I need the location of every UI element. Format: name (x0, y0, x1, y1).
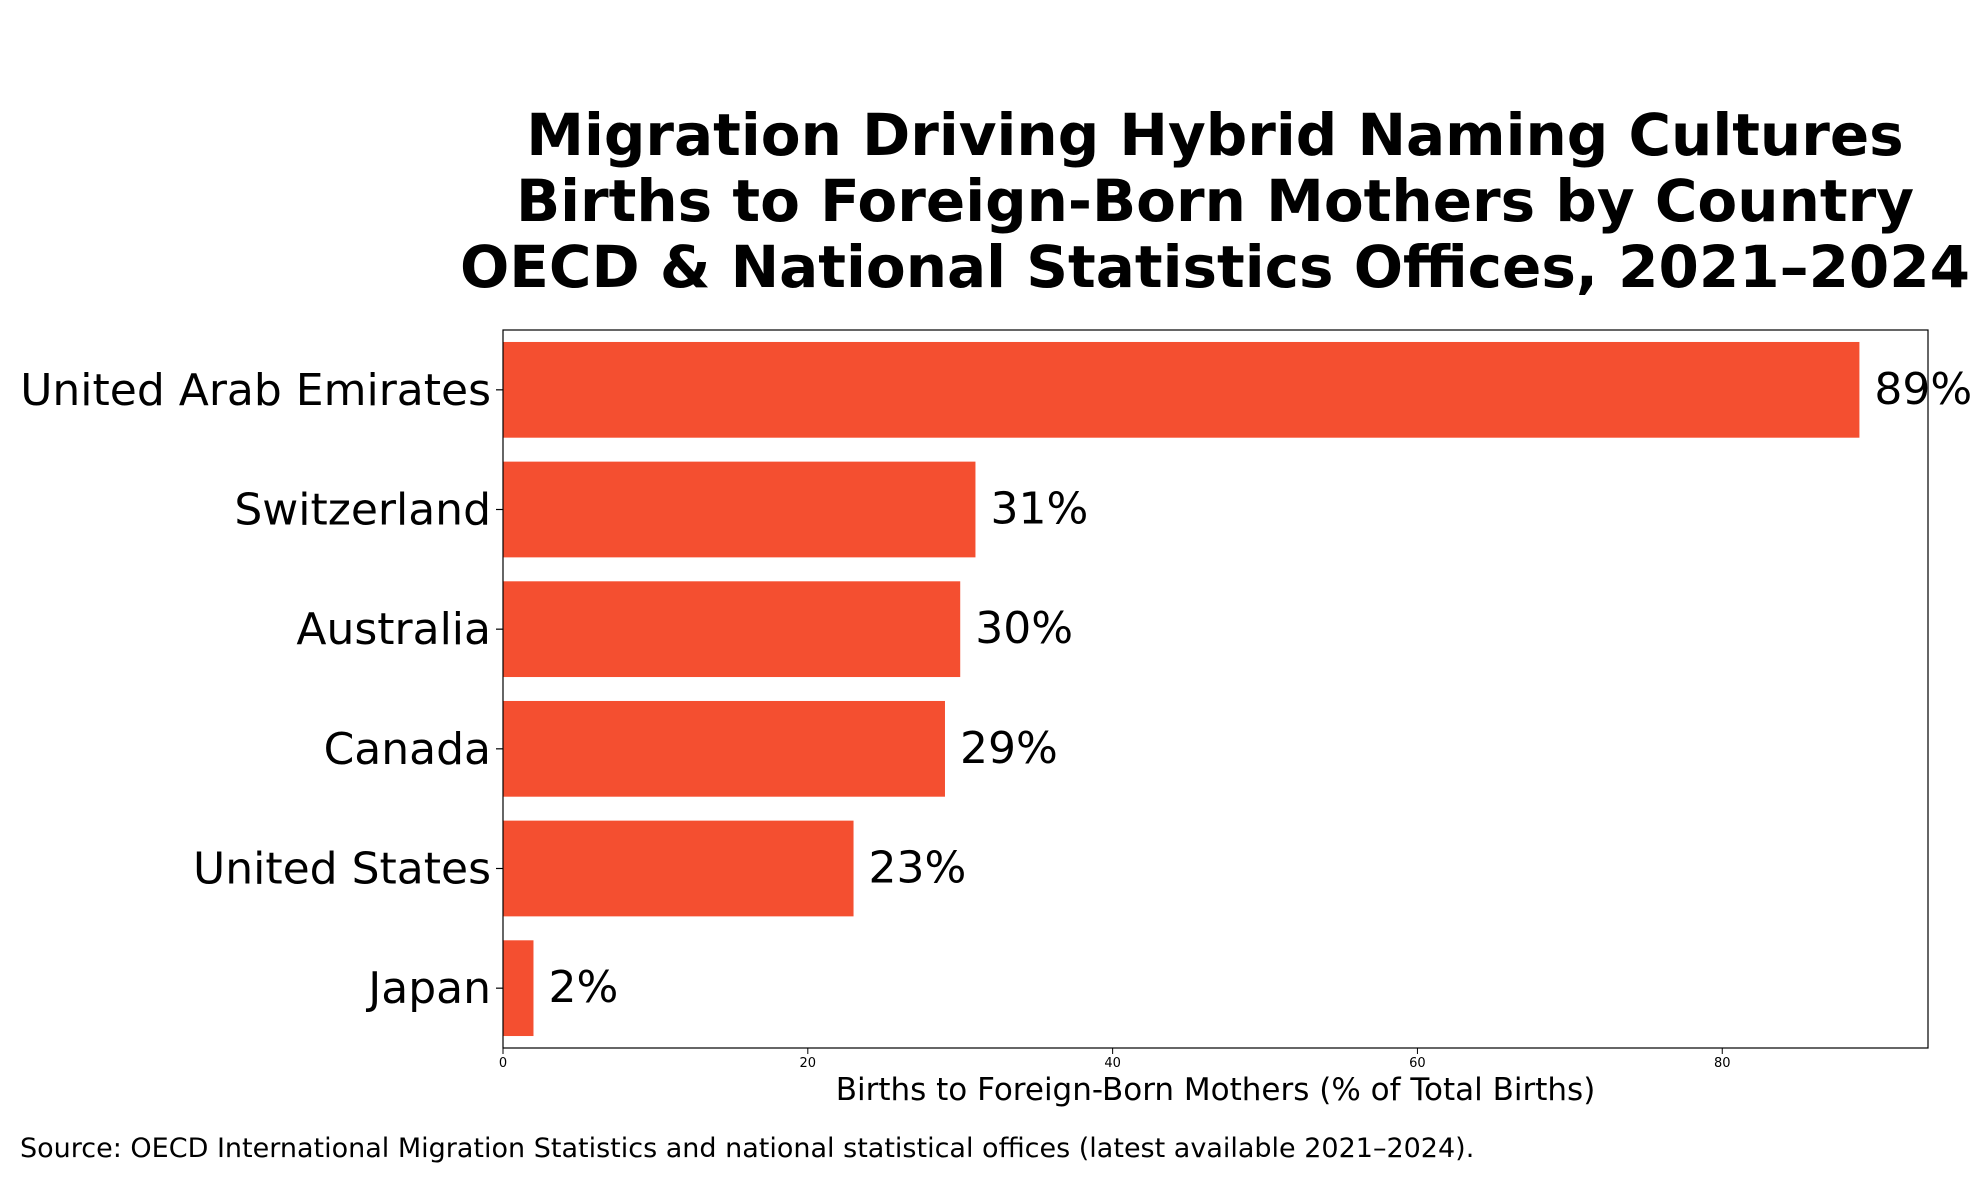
category-label-4: United States (193, 844, 491, 895)
category-labels: United Arab Emirates Switzerland Australia… (20, 365, 503, 1014)
bar-5 (503, 940, 534, 1037)
value-label-0: 89% (1874, 364, 1972, 415)
title-line-2: Births to Foreign-Born Mothers by Countr… (516, 167, 1914, 235)
value-label-1: 31% (990, 484, 1088, 535)
category-label-2: Australia (296, 604, 491, 655)
source-note: Source: OECD International Migration Sta… (20, 1133, 1474, 1164)
value-label-3: 29% (960, 723, 1058, 774)
plot-frame (502, 329, 1929, 1049)
x-tick-label-0: 0 (499, 1056, 507, 1071)
x-tick-label-1: 20 (800, 1056, 817, 1071)
category-label-3: Canada (324, 724, 491, 775)
bar-0 (503, 341, 1860, 438)
x-tick-label-3: 60 (1409, 1056, 1426, 1071)
category-label-5: Japan (365, 963, 491, 1014)
x-axis-ticks: 0 20 40 60 80 (499, 1048, 1731, 1071)
bar-2 (503, 581, 961, 678)
bars (503, 341, 1860, 1037)
title-line-1: Migration Driving Hybrid Naming Cultures (526, 101, 1903, 169)
value-label-4: 23% (869, 843, 967, 894)
x-axis-label: Births to Foreign-Born Mothers (% of Tot… (836, 1072, 1596, 1108)
value-labels: 89% 31% 30% 29% 23% 2% (548, 364, 1972, 1013)
chart-title: Migration Driving Hybrid Naming Cultures… (460, 101, 1970, 301)
title-line-3: OECD & National Statistics Offices, 2021… (460, 233, 1970, 301)
category-label-1: Switzerland (234, 485, 491, 536)
value-label-5: 2% (548, 962, 618, 1013)
x-tick-label-2: 40 (1104, 1056, 1121, 1071)
bar-3 (503, 700, 945, 797)
category-label-0: United Arab Emirates (20, 365, 491, 416)
value-label-2: 30% (975, 603, 1073, 654)
bar-4 (503, 820, 854, 917)
bar-1 (503, 461, 976, 558)
x-tick-label-4: 80 (1714, 1056, 1731, 1071)
